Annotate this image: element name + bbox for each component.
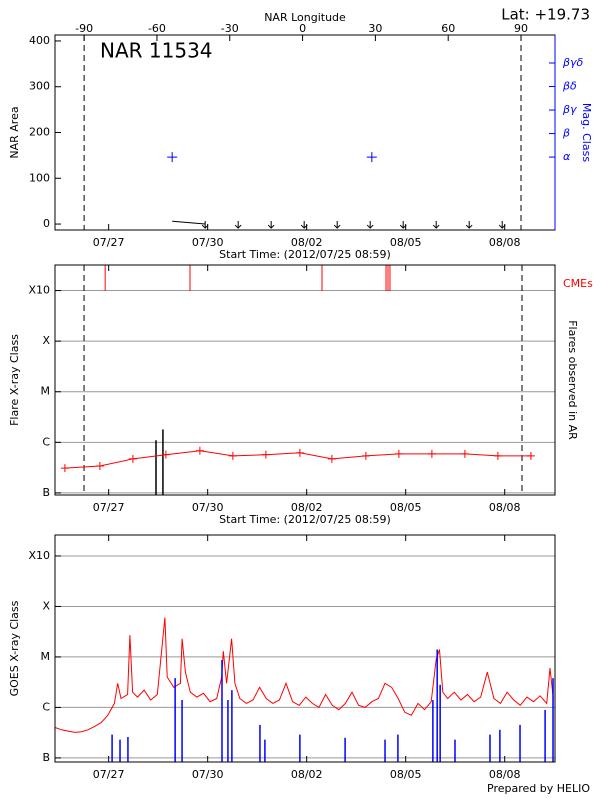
y2-tick-label: βδ [562,80,577,93]
y2-tick-label: β [562,127,570,140]
x2-tick-label: -30 [221,22,239,35]
arrow-marker [399,221,407,229]
x-tick-label: 08/08 [489,501,521,514]
chart-title: NAR 11534 [100,39,213,63]
y2-axis-label: Mag. Class [580,103,593,162]
y-tick-label: C [42,700,50,713]
x-tick-label: 08/02 [291,501,323,514]
arrow-marker [234,221,242,229]
plus-marker [526,451,535,460]
plus-marker [161,450,170,459]
x-tick-label: 08/05 [390,501,422,514]
x-axis-label: Start Time: (2012/07/25 08:59) [219,513,391,526]
plus-marker [261,450,270,459]
y-axis-label: Flare X-ray Class [8,334,21,426]
x2-axis-label: NAR Longitude [264,11,346,24]
x-tick-label: 08/08 [489,768,521,781]
x-tick-label: 07/30 [192,768,224,781]
plus-marker [95,462,104,471]
plus-marker [366,152,377,163]
arrow-marker [366,221,374,229]
x-tick-label: 08/05 [390,768,422,781]
plus-marker [327,454,336,463]
y-tick-label: X [42,599,50,612]
y-tick-label: 100 [29,171,50,184]
y2-tick-label: α [563,150,571,163]
data-line [54,617,554,733]
y2-axis-label: Flares observed in AR [566,320,579,440]
arrow-marker [465,221,473,229]
x-tick-label: 07/27 [93,236,125,249]
arrow-marker [498,221,506,229]
plus-marker [361,451,370,460]
x2-tick-label: -90 [75,22,93,35]
plus-marker [493,451,502,460]
y-tick-label: B [42,486,50,499]
plus-marker [195,446,204,455]
data-line [172,220,206,225]
arrow-marker [267,221,275,229]
plus-marker [427,449,436,458]
y-tick-label: X [42,334,50,347]
plot-frame [54,264,556,496]
x2-tick-label: 90 [514,22,528,35]
x-tick-label: 07/30 [192,501,224,514]
y-tick-label: X10 [28,549,50,562]
plot-frame [54,534,556,763]
annotation: CMEs [563,277,593,290]
x-tick-label: 07/30 [192,236,224,249]
x2-tick-label: -60 [148,22,166,35]
x2-tick-label: 60 [441,22,455,35]
y-tick-label: B [42,751,50,764]
plus-marker [295,448,304,457]
plus-marker [60,464,69,473]
y-tick-label: 400 [29,34,50,47]
x2-tick-label: 0 [299,22,306,35]
y2-tick-label: βγδ [562,56,584,69]
x-tick-label: 07/27 [93,768,125,781]
x-tick-label: 08/02 [291,768,323,781]
arrow-marker [432,221,440,229]
footer: Prepared by HELIO [487,782,590,795]
arrow-marker [333,221,341,229]
arrow-marker [201,221,209,229]
plus-marker [167,152,178,163]
y-tick-label: 0 [43,217,50,230]
y-tick-label: X10 [28,284,50,297]
y-axis-label: GOES X-ray Class [8,600,21,696]
y-tick-label: C [42,435,50,448]
y-tick-label: 200 [29,126,50,139]
y2-tick-label: βγ [562,103,577,116]
plus-marker [394,449,403,458]
x-tick-label: 08/02 [291,236,323,249]
plus-marker [228,451,237,460]
arrow-marker [300,221,308,229]
x-tick-label: 08/08 [489,236,521,249]
x-tick-label: 08/05 [390,236,422,249]
y-axis-label: NAR Area [8,106,21,158]
chart-subtitle: Lat: +19.73 [501,6,590,24]
y-tick-label: M [41,650,51,663]
plus-marker [128,454,137,463]
y-tick-label: M [41,385,51,398]
plus-marker [460,449,469,458]
y-tick-label: 300 [29,80,50,93]
x-tick-label: 07/27 [93,501,125,514]
x-axis-label: Start Time: (2012/07/25 08:59) [219,248,391,261]
x2-tick-label: 30 [368,22,382,35]
